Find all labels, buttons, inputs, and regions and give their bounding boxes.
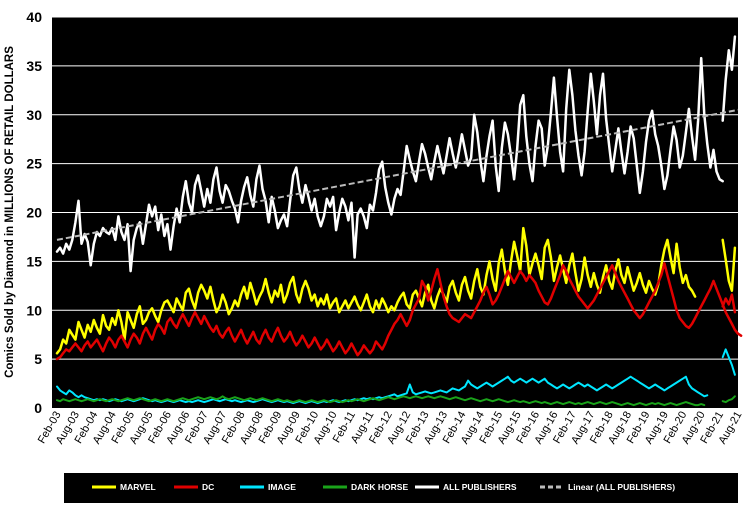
y-axis-tick-labels: 0 5 10 15 20 25 30 35 40 <box>26 9 42 416</box>
series-line-dark-horse <box>56 395 706 407</box>
series-line-dc <box>721 293 737 314</box>
y-tick-label: 10 <box>26 302 42 318</box>
legend-label: DC <box>202 482 214 492</box>
y-tick-label: 15 <box>26 253 42 269</box>
x-axis-tick-labels: Feb-03Aug-03Feb-04Aug-04Feb-05Aug-05Feb-… <box>36 410 745 447</box>
trendline-all-publishers <box>56 108 739 241</box>
series-line-all-publishers <box>721 35 737 122</box>
legend-label: ALL PUBLISHERS <box>443 482 517 492</box>
series-dark-horse <box>56 395 736 407</box>
y-tick-label: 35 <box>26 58 42 74</box>
y-tick-label: 40 <box>26 9 42 25</box>
series-line-dc <box>55 262 743 361</box>
series-dc <box>55 262 743 361</box>
series-all-publishers <box>55 35 737 273</box>
series-line-marvel <box>721 238 737 292</box>
series-line-dark-horse <box>721 395 736 404</box>
series-line-all-publishers <box>55 56 724 273</box>
series-line-marvel <box>55 226 697 355</box>
series-marvel <box>55 226 737 355</box>
series-line-image <box>721 348 736 376</box>
y-tick-label: 5 <box>34 351 42 367</box>
legend-label: MARVEL <box>120 482 156 492</box>
y-tick-label: 30 <box>26 107 42 123</box>
legend: MARVEL DC IMAGE DARK HORSE ALL PUBLISHERS Lin… <box>64 473 738 503</box>
y-tick-label: 25 <box>26 156 42 172</box>
legend-label: IMAGE <box>268 482 296 492</box>
legend-label: Linear (ALL PUBLISHERS) <box>568 482 675 492</box>
legend-label: DARK HORSE <box>351 482 408 492</box>
y-tick-label: 20 <box>26 205 42 221</box>
y-tick-label: 0 <box>34 400 42 416</box>
series-lines <box>55 35 743 407</box>
y-axis-label: Comics Sold by Diamond in MILLIONS OF RE… <box>4 46 16 378</box>
